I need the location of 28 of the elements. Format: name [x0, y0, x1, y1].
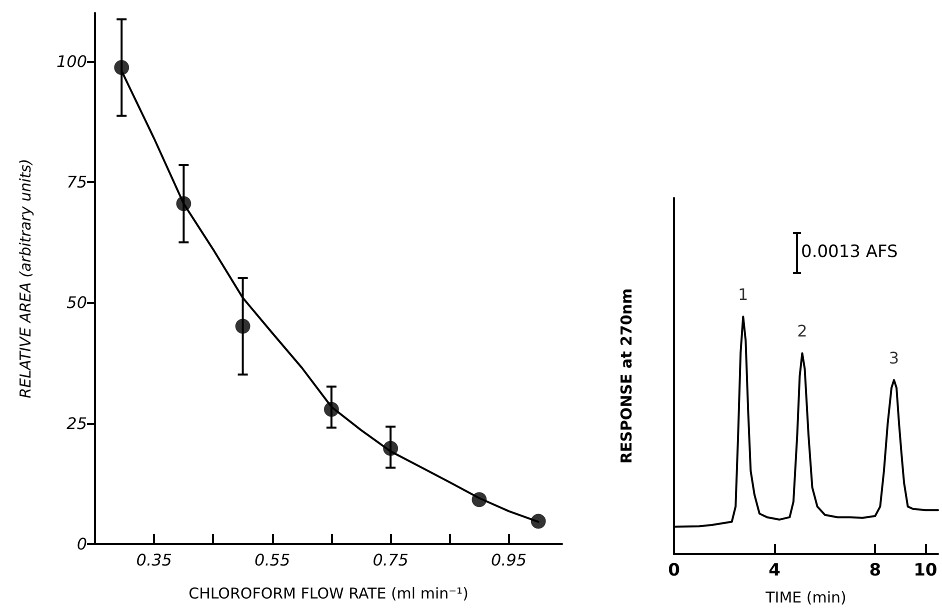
y-tick-label: 0	[76, 534, 87, 554]
text: 0.0013 AFS	[801, 242, 898, 262]
x-tick-label: 0	[668, 560, 680, 580]
x-tick-label: 0.55	[254, 550, 290, 570]
y-axis-title: RELATIVE AREA (arbitrary units)	[16, 158, 34, 398]
x-tick-label: 0.95	[490, 550, 527, 570]
annotation: 3	[888, 348, 900, 368]
y-axis-title: RESPONSE at 270nm	[618, 288, 636, 464]
x-tick-label: 4	[768, 560, 781, 580]
point	[235, 318, 250, 334]
annotation: 1	[738, 285, 748, 304]
point	[114, 60, 130, 76]
x-tick-label: 0.35	[136, 550, 172, 570]
annotation: 2	[797, 322, 808, 341]
point	[472, 492, 487, 508]
y-tick-label: 25	[66, 414, 87, 433]
y-tick-label: 50	[66, 293, 87, 312]
y-tick-label: 75	[66, 172, 87, 192]
x-axis-title: TIME (min)	[764, 588, 846, 606]
point	[176, 196, 192, 212]
point	[324, 402, 339, 417]
x-tick-label: 0.75	[372, 550, 408, 570]
x-tick-label: 8	[869, 560, 882, 580]
point	[383, 440, 398, 456]
point	[530, 514, 546, 529]
x-tick-label: 10	[914, 560, 938, 580]
y-tick-label: 100	[56, 52, 87, 71]
x-axis-title: CHLOROFORM FLOW RATE (ml min⁻¹)	[188, 584, 468, 602]
